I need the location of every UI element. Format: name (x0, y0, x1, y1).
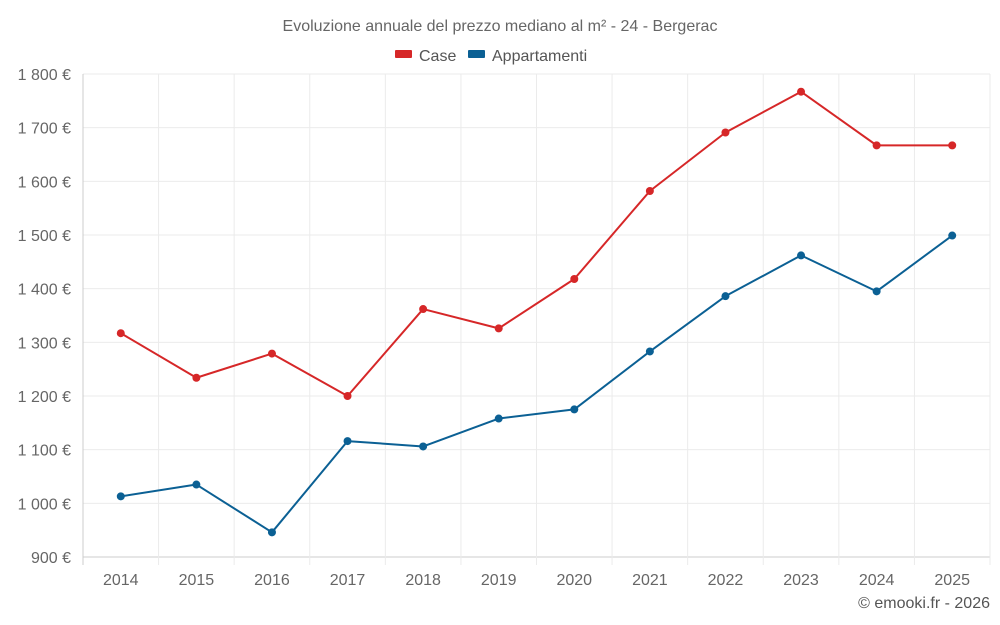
data-point-appartamenti[interactable] (343, 437, 352, 446)
data-point-appartamenti[interactable] (267, 528, 276, 537)
x-axis: 2014 2015 2016 2017 2018 2019 2020 2021 2022 2023… (103, 572, 970, 589)
data-point-case[interactable] (494, 324, 503, 333)
y-tick-label: 1 100 € (18, 443, 71, 460)
legend-swatch-case (395, 50, 412, 58)
data-point-case[interactable] (948, 141, 957, 150)
x-tick-label: 2020 (556, 572, 592, 589)
x-tick-label: 2019 (481, 572, 517, 589)
x-tick-label: 2018 (405, 572, 441, 589)
data-point-case[interactable] (797, 87, 806, 96)
data-point-case[interactable] (872, 141, 881, 150)
x-tick-label: 2025 (934, 572, 970, 589)
data-point-appartamenti[interactable] (872, 287, 881, 296)
data-point-appartamenti[interactable] (570, 405, 579, 414)
x-tick-label: 2023 (783, 572, 819, 589)
y-tick-label: 1 200 € (18, 389, 71, 406)
data-point-appartamenti[interactable] (721, 292, 730, 301)
grid (82, 73, 991, 565)
legend: Case Appartamenti (395, 48, 587, 65)
x-tick-label: 2015 (179, 572, 215, 589)
y-tick-label: 1 500 € (18, 228, 71, 245)
series-line-case (120, 90, 953, 397)
data-point-case[interactable] (343, 392, 352, 400)
data-point-case[interactable] (721, 128, 730, 137)
data-point-case[interactable] (116, 329, 125, 338)
legend-label-case[interactable]: Case (419, 48, 456, 65)
y-tick-label: 1 300 € (18, 335, 71, 352)
data-point-case[interactable] (192, 373, 201, 382)
credit-text: © emooki.fr - 2026 (858, 595, 990, 612)
legend-swatch-appartamenti (468, 50, 485, 58)
x-tick-label: 2016 (254, 572, 290, 589)
x-tick-label: 2014 (103, 572, 139, 589)
x-tick-label: 2017 (330, 572, 366, 589)
y-tick-label: 1 000 € (18, 496, 71, 513)
data-point-appartamenti[interactable] (419, 442, 428, 451)
y-axis: 900 € 1 000 € 1 100 € 1 200 € 1 300 € 1 400 €… (18, 67, 71, 567)
data-point-case[interactable] (267, 349, 276, 358)
chart-title: Evoluzione annuale del prezzo mediano al… (283, 18, 718, 35)
data-point-appartamenti[interactable] (116, 492, 125, 501)
data-point-appartamenti[interactable] (797, 251, 806, 260)
series-line-appartamenti (120, 234, 953, 534)
x-tick-label: 2021 (632, 572, 668, 589)
series-layer (116, 87, 957, 537)
data-point-case[interactable] (419, 305, 428, 314)
legend-label-appartamenti[interactable]: Appartamenti (492, 48, 587, 65)
data-point-case[interactable] (645, 186, 654, 195)
data-point-appartamenti[interactable] (192, 480, 201, 489)
y-tick-label: 1 600 € (18, 174, 71, 191)
x-tick-label: 2024 (859, 572, 895, 589)
y-tick-label: 1 400 € (18, 282, 71, 299)
data-point-appartamenti[interactable] (494, 414, 503, 423)
data-point-case[interactable] (570, 275, 579, 284)
x-tick-label: 2022 (708, 572, 744, 589)
data-point-appartamenti[interactable] (645, 347, 654, 356)
y-tick-label: 1 800 € (18, 67, 71, 84)
y-tick-label: 1 700 € (18, 121, 71, 138)
y-tick-label: 900 € (31, 550, 71, 567)
data-point-appartamenti[interactable] (948, 231, 957, 240)
